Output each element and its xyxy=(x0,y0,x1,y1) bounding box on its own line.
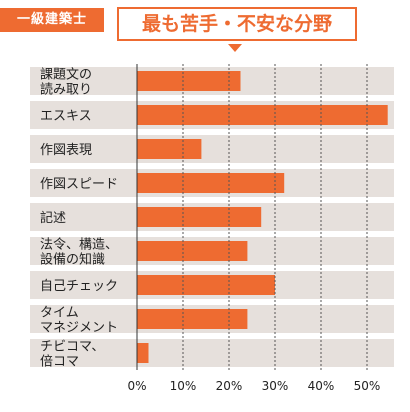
x-tick-label: 0% xyxy=(127,379,146,393)
x-tick-label: 40% xyxy=(308,379,335,393)
category-label: 記述 xyxy=(40,210,66,226)
category-label: チビコマ、倍コマ xyxy=(40,340,104,370)
title-pointer xyxy=(228,44,242,52)
bar xyxy=(137,207,262,227)
bar xyxy=(137,275,275,295)
row-band xyxy=(30,339,394,367)
bar xyxy=(137,105,388,125)
bar xyxy=(137,241,248,261)
x-tick-label: 50% xyxy=(354,379,381,393)
bar xyxy=(137,71,241,91)
bar xyxy=(137,139,202,159)
x-tick-label: 30% xyxy=(262,379,289,393)
category-label: 自己チェック xyxy=(40,279,118,294)
chart-title: 最も苦手・不安な分野 xyxy=(117,7,357,41)
category-label: 作図表現 xyxy=(40,143,92,158)
bar xyxy=(137,343,149,363)
x-tick-label: 10% xyxy=(170,379,197,393)
category-label: 課題文の読み取り xyxy=(40,67,92,98)
bar xyxy=(137,173,285,193)
category-label: エスキス xyxy=(40,109,92,124)
category-badge: 一級建築士 xyxy=(0,8,104,32)
row-band xyxy=(30,135,394,163)
bar xyxy=(137,309,248,329)
category-label: タイムマネジメント xyxy=(40,306,118,336)
x-tick-label: 20% xyxy=(216,379,243,393)
category-label: 法令、構造、設備の知識 xyxy=(40,238,118,268)
category-label: 作図スピード xyxy=(40,177,118,192)
